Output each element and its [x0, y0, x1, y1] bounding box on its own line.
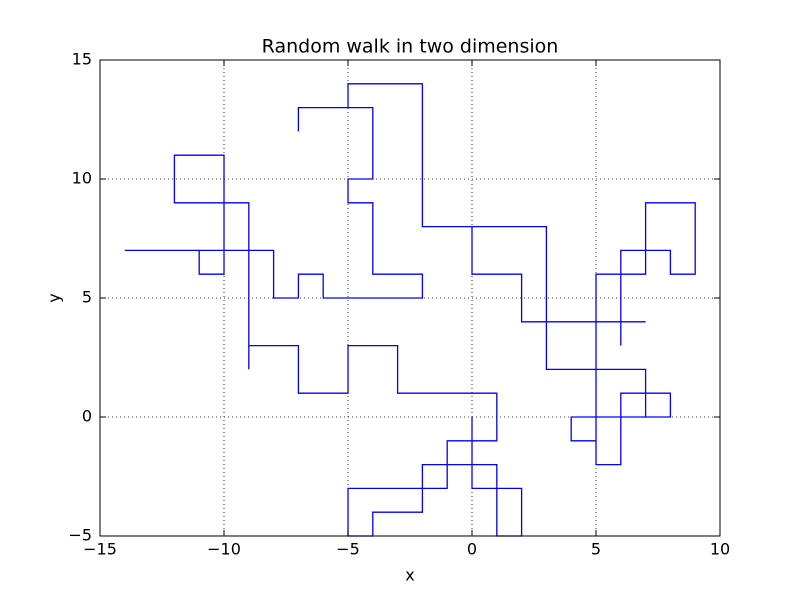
y-tick-label: 0 — [82, 407, 92, 426]
y-tick-label: 15 — [72, 50, 92, 69]
x-tick-label: 5 — [591, 540, 601, 559]
x-tick-label: −10 — [207, 540, 241, 559]
y-tick-label: 10 — [72, 169, 92, 188]
x-tick-label: 10 — [710, 540, 730, 559]
x-tick-label: 0 — [467, 540, 477, 559]
x-tick-label: −5 — [336, 540, 360, 559]
y-axis-label: y — [45, 293, 64, 302]
plot-area — [124, 83, 696, 537]
axes: −15 −10 −5 0 5 10 −5 0 5 10 15 — [68, 50, 730, 559]
walk-line — [124, 83, 696, 537]
y-tick-label: 5 — [82, 288, 92, 307]
x-tick-label: −15 — [83, 540, 117, 559]
chart-title: Random walk in two dimension — [262, 36, 559, 58]
axes-frame — [99, 59, 721, 537]
x-axis-label: x — [405, 566, 414, 585]
y-tick-label: −5 — [68, 526, 92, 545]
